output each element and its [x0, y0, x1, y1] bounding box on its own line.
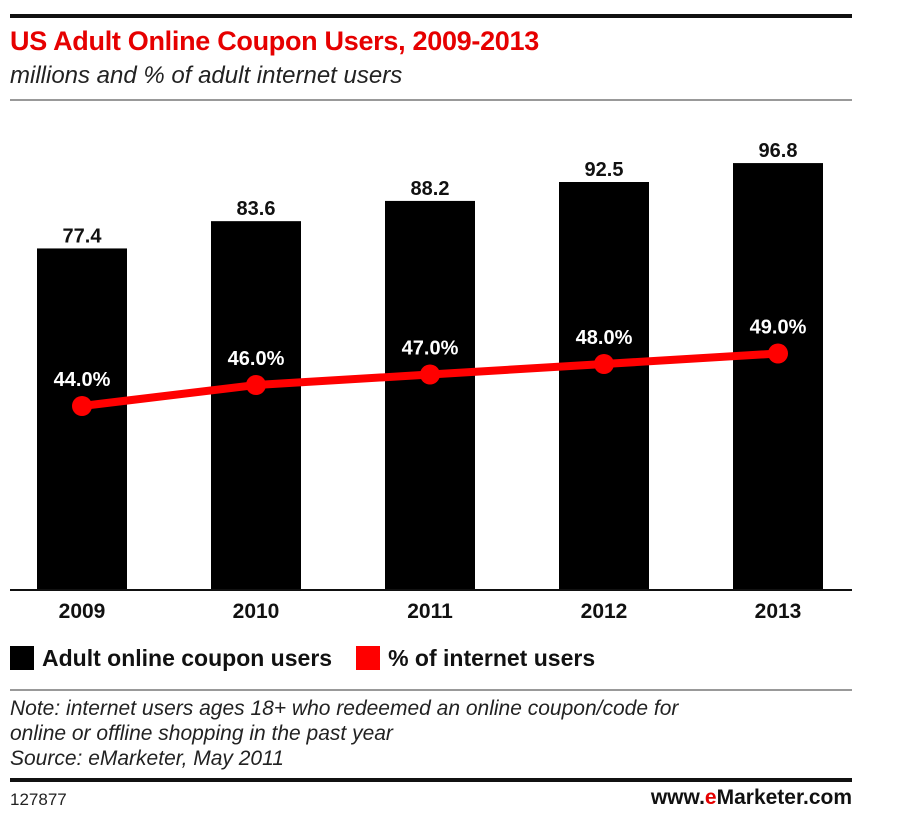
line-value-label-2012: 48.0%	[576, 327, 633, 349]
chart-frame: US Adult Online Coupon Users, 2009-2013 …	[10, 0, 852, 830]
bar-value-label-2010: 83.6	[237, 198, 276, 220]
legend: Adult online coupon users % of internet …	[10, 643, 619, 673]
legend-label-bars: Adult online coupon users	[42, 644, 333, 671]
line-point-2011	[420, 364, 440, 385]
note-line-1: Note: internet users ages 18+ who redeem…	[10, 697, 679, 720]
x-tick-label-2011: 2011	[407, 600, 453, 623]
brand-prefix: www.	[650, 786, 705, 809]
legend-item-bars: Adult online coupon users	[10, 645, 332, 672]
legend-label-line: % of internet users	[388, 644, 596, 671]
bar-value-label-2009: 77.4	[63, 225, 103, 247]
source-line: Source: eMarketer, May 2011	[10, 747, 284, 770]
notes-divider	[10, 689, 852, 691]
line-value-label-2010: 46.0%	[228, 348, 285, 370]
line-value-label-2011: 47.0%	[402, 338, 459, 360]
bar-value-label-2012: 92.5	[585, 159, 624, 181]
bar-2009	[37, 248, 127, 589]
top-rule	[10, 14, 852, 18]
chart-title: US Adult Online Coupon Users, 2009-2013	[10, 26, 539, 56]
legend-swatch-line	[356, 646, 381, 670]
bar-2012	[559, 182, 649, 589]
legend-item-line: % of internet users	[356, 645, 595, 672]
line-value-label-2009: 44.0%	[54, 369, 111, 391]
chart-notes: Note: internet users ages 18+ who redeem…	[10, 696, 678, 771]
bar-2013	[733, 163, 823, 589]
line-point-2013	[768, 343, 788, 364]
bar-2011	[385, 200, 475, 590]
header-divider	[10, 99, 852, 101]
bar-value-label-2013: 96.8	[759, 140, 798, 162]
chart-id: 127877	[10, 790, 67, 809]
bar-value-label-2011: 88.2	[411, 178, 450, 200]
brand-accent: e	[704, 786, 717, 809]
brand-rest: Marketer.com	[716, 786, 852, 809]
note-line-2: online or offline shopping in the past y…	[10, 722, 393, 745]
brand-logo[interactable]: www.eMarketer.com	[651, 786, 852, 810]
line-point-2009	[72, 396, 92, 416]
chart-subtitle: millions and % of adult internet users	[10, 62, 403, 89]
bar-2010	[211, 221, 301, 589]
chart-plot: 77.4 83.6 88.2 92.5 96.8 2009 2010 2011 2012 2013…	[10, 140, 852, 623]
x-tick-label-2013: 2013	[755, 600, 802, 623]
bottom-rule	[10, 778, 852, 782]
x-tick-label-2010: 2010	[233, 600, 280, 623]
line-point-2012	[594, 354, 614, 374]
line-value-label-2013: 49.0%	[750, 317, 807, 339]
line-point-2010	[246, 375, 266, 395]
legend-swatch-bars	[10, 646, 34, 670]
x-tick-label-2009: 2009	[59, 600, 106, 623]
x-tick-label-2012: 2012	[581, 600, 628, 623]
